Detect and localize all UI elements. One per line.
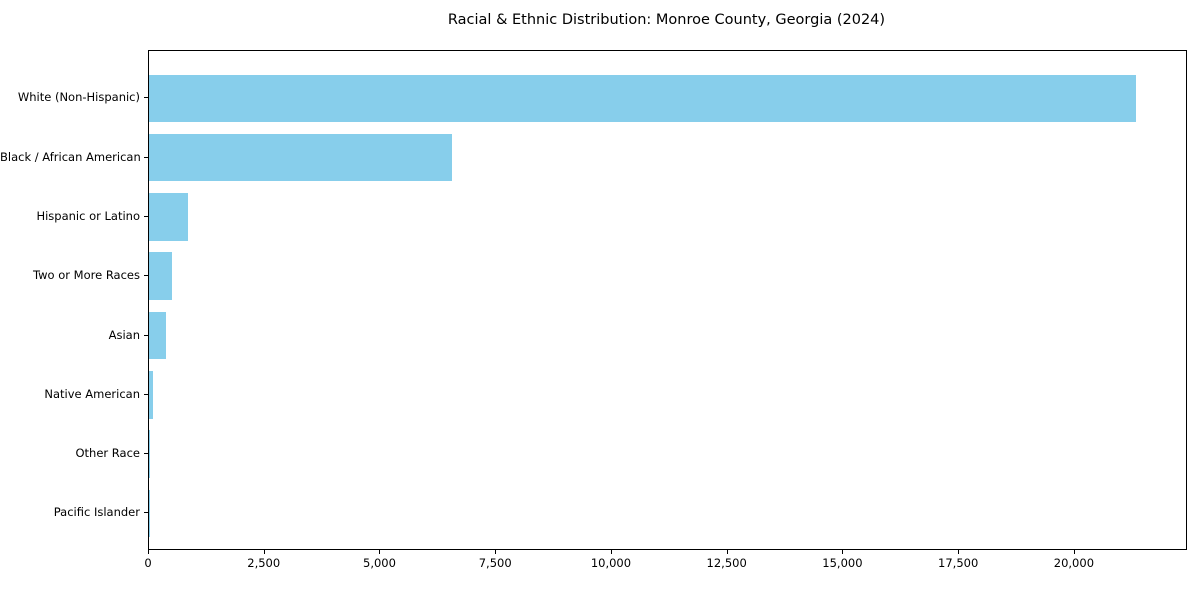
y-tick-mark (144, 215, 148, 217)
y-tick-label: Asian (108, 327, 140, 342)
x-tick-label: 7,500 (478, 556, 512, 570)
bar-native-american (149, 371, 153, 419)
x-tick-mark (495, 550, 497, 554)
y-tick-label: Native American (44, 386, 140, 401)
x-tick-mark (958, 550, 960, 554)
x-tick-label: 17,500 (938, 556, 979, 570)
y-tick-mark (144, 512, 148, 514)
x-tick-label: 12,500 (706, 556, 747, 570)
y-tick-label: Pacific Islander (53, 505, 140, 520)
x-tick-label: 15,000 (822, 556, 863, 570)
chart-title: Racial & Ethnic Distribution: Monroe Cou… (447, 12, 886, 28)
y-tick-mark (144, 275, 148, 277)
y-tick-label: Black / African American (0, 149, 141, 164)
x-tick-mark (1073, 550, 1075, 554)
bar-black-african-american (149, 133, 453, 182)
x-tick-mark (842, 550, 844, 554)
x-tick-mark (263, 550, 265, 554)
bar-asian (149, 311, 166, 360)
y-tick-mark (144, 97, 148, 99)
y-tick-mark (144, 156, 148, 158)
x-tick-mark (148, 550, 149, 554)
y-tick-mark (144, 334, 148, 336)
x-tick-label: 20,000 (1053, 556, 1095, 570)
y-tick-label: White (Non-Hispanic) (17, 90, 140, 105)
x-tick-mark (610, 550, 612, 554)
x-tick-label: 10,000 (590, 556, 632, 570)
y-tick-mark (144, 393, 148, 395)
x-tick-label: 2,500 (247, 556, 281, 570)
y-tick-label: Other Race (75, 446, 141, 461)
bar-two-or-more-races (149, 252, 172, 300)
plot-area (148, 50, 1187, 550)
y-tick-label: Two or More Races (33, 268, 140, 283)
x-tick-label: 0 (144, 556, 152, 570)
x-tick-label: 5,000 (363, 556, 396, 570)
x-tick-mark (379, 550, 381, 554)
y-tick-mark (144, 453, 148, 455)
bar-white-non-hispanic (149, 74, 1137, 123)
x-tick-mark (726, 550, 728, 554)
bar-other-race (149, 430, 151, 478)
bar-hispanic-or-latino (149, 193, 189, 241)
y-tick-label: Hispanic or Latino (36, 208, 140, 223)
